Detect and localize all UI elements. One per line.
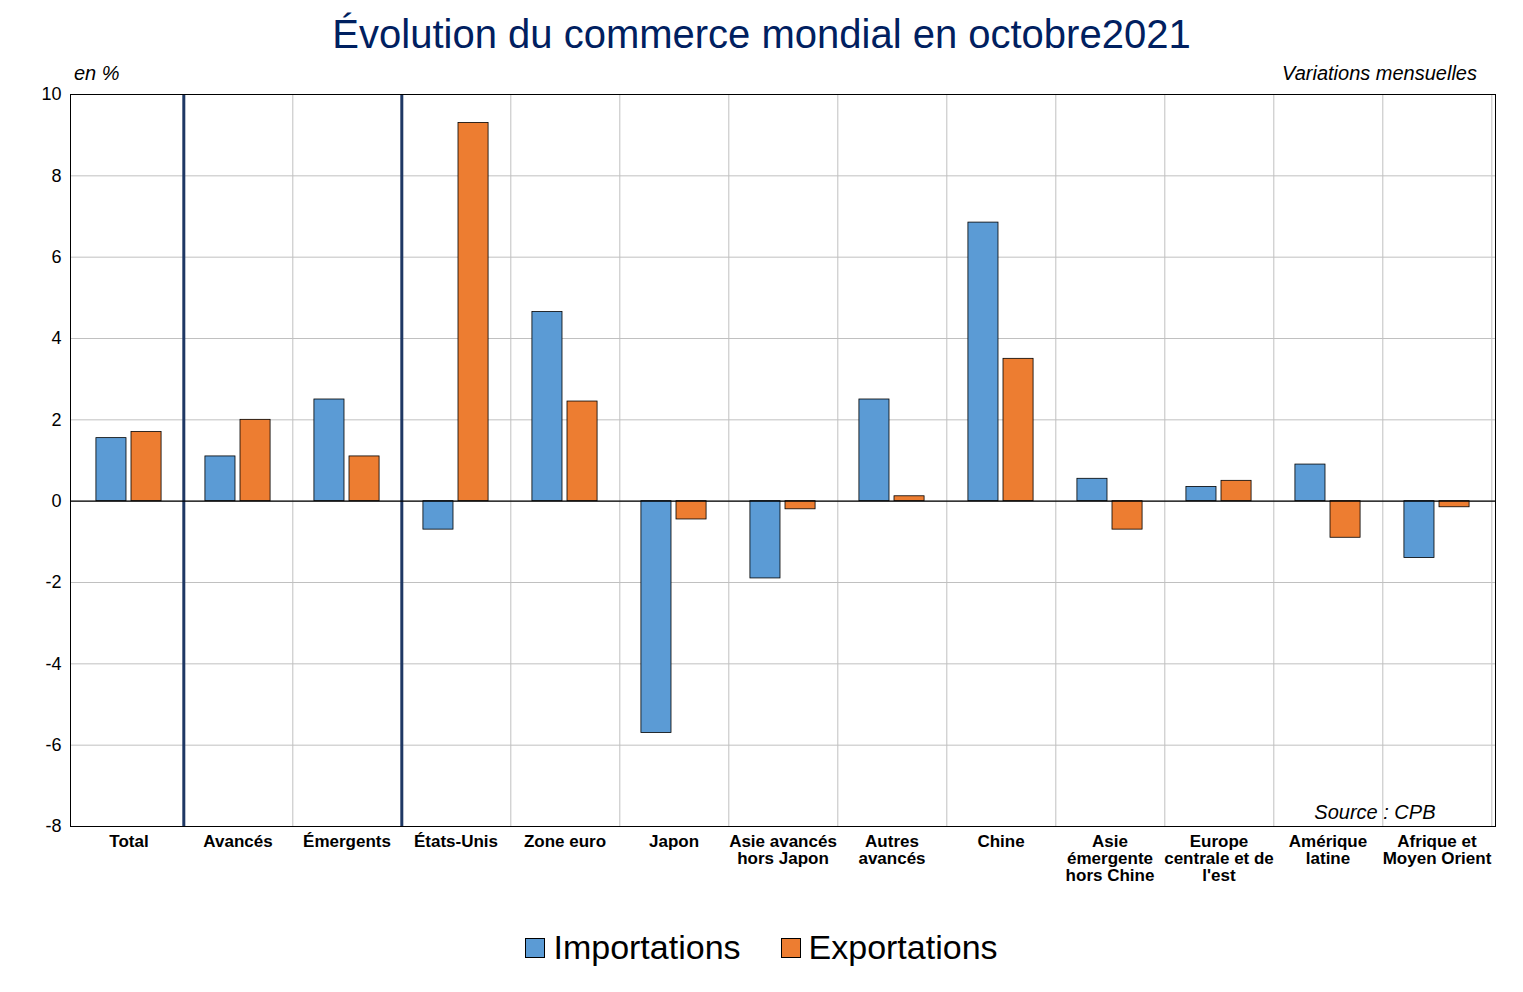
- svg-text:-6: -6: [45, 735, 61, 755]
- html-text:en %: en %: [74, 62, 120, 84]
- svg-text:Amériquelatine: Amériquelatine: [1289, 832, 1367, 868]
- svg-text:Émergents: Émergents: [303, 832, 391, 851]
- svg-text:-4: -4: [45, 654, 61, 674]
- svg-text:Chine: Chine: [977, 832, 1024, 851]
- svg-text:Avancés: Avancés: [203, 832, 272, 851]
- svg-text:-8: -8: [45, 816, 61, 836]
- svg-text:Source : CPB: Source : CPB: [1314, 801, 1435, 823]
- svg-text:Asieémergentehors Chine: Asieémergentehors Chine: [1066, 832, 1155, 885]
- svg-text:Afrique etMoyen Orient: Afrique etMoyen Orient: [1383, 832, 1492, 868]
- html-text:Évolution du commerce mondial: Évolution du commerce mondial en octobre…: [332, 12, 1191, 56]
- html-text:Variations mensuelles: Variations mensuelles: [1282, 62, 1477, 84]
- svg-text:4: 4: [51, 328, 61, 348]
- svg-text:Asie avancéshors Japon: Asie avancéshors Japon: [729, 832, 837, 868]
- svg-text:8: 8: [51, 166, 61, 186]
- svg-text:-2: -2: [45, 572, 61, 592]
- svg-text:10: 10: [41, 86, 61, 104]
- svg-text:0: 0: [51, 491, 61, 511]
- svg-text:2: 2: [51, 410, 61, 430]
- svg-text:Japon: Japon: [649, 832, 699, 851]
- svg-text:Zone euro: Zone euro: [524, 832, 606, 851]
- svg-text:6: 6: [51, 247, 61, 267]
- svg-text:États-Unis: États-Unis: [414, 832, 498, 851]
- svg-text:Europecentrale et del'est: Europecentrale et del'est: [1164, 832, 1274, 885]
- html-text:Importations: Importations: [553, 928, 741, 966]
- html-text:Exportations: Exportations: [808, 928, 998, 966]
- svg-text:Total: Total: [109, 832, 148, 851]
- svg-text:Autresavancés: Autresavancés: [858, 832, 925, 868]
